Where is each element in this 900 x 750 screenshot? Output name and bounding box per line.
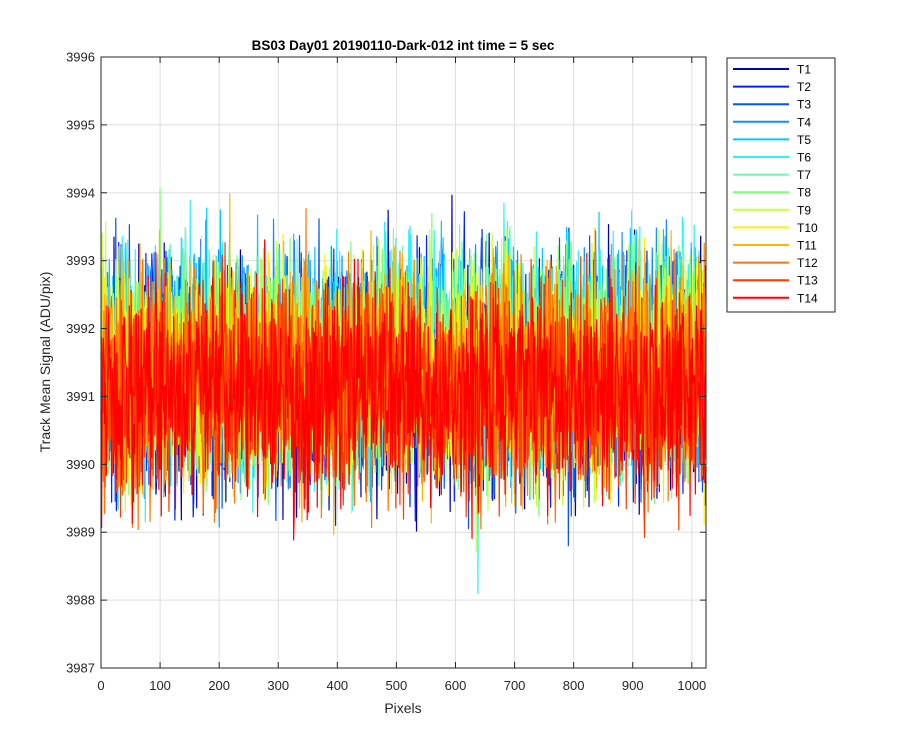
x-tick-label: 500 <box>386 678 408 693</box>
x-tick-label: 300 <box>267 678 289 693</box>
legend-label: T11 <box>797 239 817 253</box>
legend-label: T2 <box>797 80 811 94</box>
legend-entry-t1: T1 <box>733 63 811 77</box>
x-tick-label: 400 <box>326 678 348 693</box>
legend-label: T12 <box>797 256 818 270</box>
legend-entries: T1 T2 T3 T4 T5 T6 T7 T8 T9 T10 T11 T12 T13 T14 <box>733 63 818 305</box>
legend-label: T10 <box>797 221 818 235</box>
y-axis-label: Track Mean Signal (ADU/pix) <box>37 272 53 453</box>
x-axis-label: Pixels <box>384 700 421 716</box>
legend-label: T4 <box>797 115 811 129</box>
x-tick-label: 700 <box>504 678 526 693</box>
legend-entry-t12: T12 <box>733 256 818 270</box>
legend-label: T13 <box>797 274 818 288</box>
legend: T1 T2 T3 T4 T5 T6 T7 T8 T9 T10 T11 T12 T13 T14 <box>726 57 836 313</box>
y-tick-label: 3995 <box>66 117 95 132</box>
legend-label: T9 <box>797 203 811 217</box>
y-tick-label: 3994 <box>66 185 95 200</box>
x-tick-label: 200 <box>208 678 230 693</box>
y-tick-label: 3993 <box>66 253 95 268</box>
series-lines <box>100 188 707 595</box>
legend-entry-t9: T9 <box>733 203 811 217</box>
legend-label: T1 <box>797 63 811 77</box>
y-tick-labels: 3987 3988 3989 3990 3991 3992 3993 3994 3995 3996 <box>66 50 95 676</box>
legend-entry-t13: T13 <box>733 274 818 288</box>
y-tick-label: 3991 <box>66 389 95 404</box>
legend-entry-t7: T7 <box>733 168 811 182</box>
legend-label: T8 <box>797 186 811 200</box>
axes-box <box>100 56 707 669</box>
legend-entry-t2: T2 <box>733 80 811 94</box>
x-tick-label: 0 <box>97 678 104 693</box>
y-tick-label: 3988 <box>66 593 95 608</box>
y-tick-label: 3987 <box>66 661 95 676</box>
series-line-t13 <box>100 242 707 538</box>
legend-entry-t5: T5 <box>733 133 811 147</box>
x-tick-label: 900 <box>622 678 644 693</box>
chart-title: BS03 Day01 20190110-Dark-012 int time = … <box>252 38 555 53</box>
x-tick-labels: 0 100 200 300 400 500 600 700 800 900 1000 <box>97 678 706 693</box>
y-tick-label: 3990 <box>66 457 95 472</box>
legend-entry-t10: T10 <box>733 221 818 235</box>
y-tick-label: 3992 <box>66 321 95 336</box>
legend-label: T6 <box>797 151 811 165</box>
legend-entry-t11: T11 <box>733 239 817 253</box>
x-tick-label: 600 <box>445 678 467 693</box>
legend-entry-t6: T6 <box>733 151 811 165</box>
series-line-t14 <box>100 239 707 541</box>
tick-marks <box>100 56 706 669</box>
legend-box <box>726 57 836 313</box>
legend-label: T7 <box>797 168 811 182</box>
x-tick-label: 800 <box>563 678 585 693</box>
legend-label: T3 <box>797 98 811 112</box>
legend-entry-t14: T14 <box>733 291 818 305</box>
legend-entry-t8: T8 <box>733 186 811 200</box>
x-tick-label: 100 <box>149 678 171 693</box>
x-tick-label: 1000 <box>677 678 706 693</box>
y-tick-label: 3989 <box>66 525 95 540</box>
legend-entry-t4: T4 <box>733 115 811 129</box>
legend-entry-t3: T3 <box>733 98 811 112</box>
legend-label: T14 <box>797 291 818 305</box>
plot-area <box>100 56 707 669</box>
legend-label: T5 <box>797 133 811 147</box>
y-tick-label: 3996 <box>66 50 95 65</box>
